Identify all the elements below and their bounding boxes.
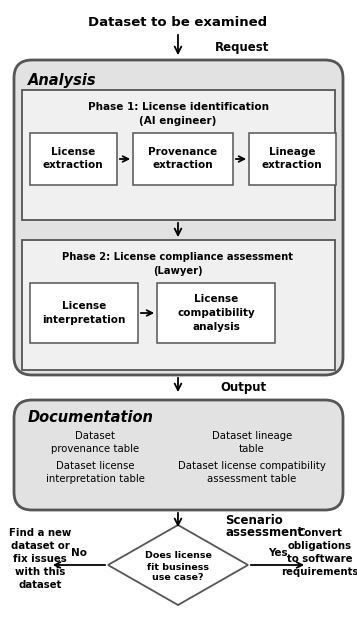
- Text: Yes: Yes: [268, 548, 288, 558]
- Text: Dataset lineage: Dataset lineage: [212, 431, 292, 441]
- Text: fit business: fit business: [147, 563, 209, 571]
- Text: extraction: extraction: [153, 160, 213, 170]
- Text: use case?: use case?: [152, 573, 204, 583]
- Text: Request: Request: [215, 40, 270, 53]
- Text: table: table: [239, 444, 265, 454]
- Bar: [133, 133, 233, 185]
- Text: Dataset: Dataset: [75, 431, 115, 441]
- Text: compatibility: compatibility: [177, 308, 255, 318]
- Bar: [22, 90, 335, 220]
- FancyBboxPatch shape: [14, 60, 343, 375]
- Text: Dataset license: Dataset license: [56, 461, 134, 471]
- Text: License: License: [194, 294, 238, 304]
- FancyBboxPatch shape: [14, 400, 343, 510]
- Text: fix issues: fix issues: [13, 554, 67, 564]
- Text: assessment table: assessment table: [207, 474, 297, 484]
- Text: to software: to software: [287, 554, 353, 564]
- Text: Convert: Convert: [298, 528, 342, 538]
- Text: Output: Output: [220, 381, 266, 394]
- Text: dataset or: dataset or: [11, 541, 70, 551]
- Text: Dataset license compatibility: Dataset license compatibility: [178, 461, 326, 471]
- Text: extraction: extraction: [262, 160, 322, 170]
- Bar: [22, 240, 335, 370]
- Text: Scenario: Scenario: [225, 514, 283, 526]
- Text: analysis: analysis: [192, 322, 240, 332]
- Text: extraction: extraction: [43, 160, 103, 170]
- Text: interpretation table: interpretation table: [46, 474, 145, 484]
- Text: Does license: Does license: [145, 551, 211, 561]
- Text: Provenance: Provenance: [149, 147, 217, 157]
- Text: License: License: [62, 301, 106, 311]
- Polygon shape: [108, 525, 248, 605]
- Text: with this: with this: [15, 567, 65, 577]
- Text: Phase 1: License identification: Phase 1: License identification: [87, 102, 268, 112]
- Text: Phase 2: License compliance assessment: Phase 2: License compliance assessment: [62, 252, 293, 262]
- Text: No: No: [71, 548, 87, 558]
- Text: Lineage: Lineage: [269, 147, 315, 157]
- Text: Find a new: Find a new: [9, 528, 71, 538]
- Bar: [249, 133, 336, 185]
- Bar: [30, 133, 117, 185]
- Text: (AI engineer): (AI engineer): [139, 116, 217, 126]
- Bar: [30, 283, 138, 343]
- Text: assessment: assessment: [225, 526, 303, 538]
- Text: Documentation: Documentation: [28, 411, 154, 426]
- Text: requirements: requirements: [281, 567, 357, 577]
- Text: provenance table: provenance table: [51, 444, 139, 454]
- Text: obligations: obligations: [288, 541, 352, 551]
- Text: (Lawyer): (Lawyer): [153, 266, 203, 276]
- Text: interpretation: interpretation: [42, 315, 126, 325]
- Text: Analysis: Analysis: [28, 72, 97, 87]
- Text: License: License: [51, 147, 95, 157]
- Text: dataset: dataset: [18, 580, 62, 590]
- Text: Dataset to be examined: Dataset to be examined: [89, 16, 267, 28]
- Bar: [157, 283, 275, 343]
